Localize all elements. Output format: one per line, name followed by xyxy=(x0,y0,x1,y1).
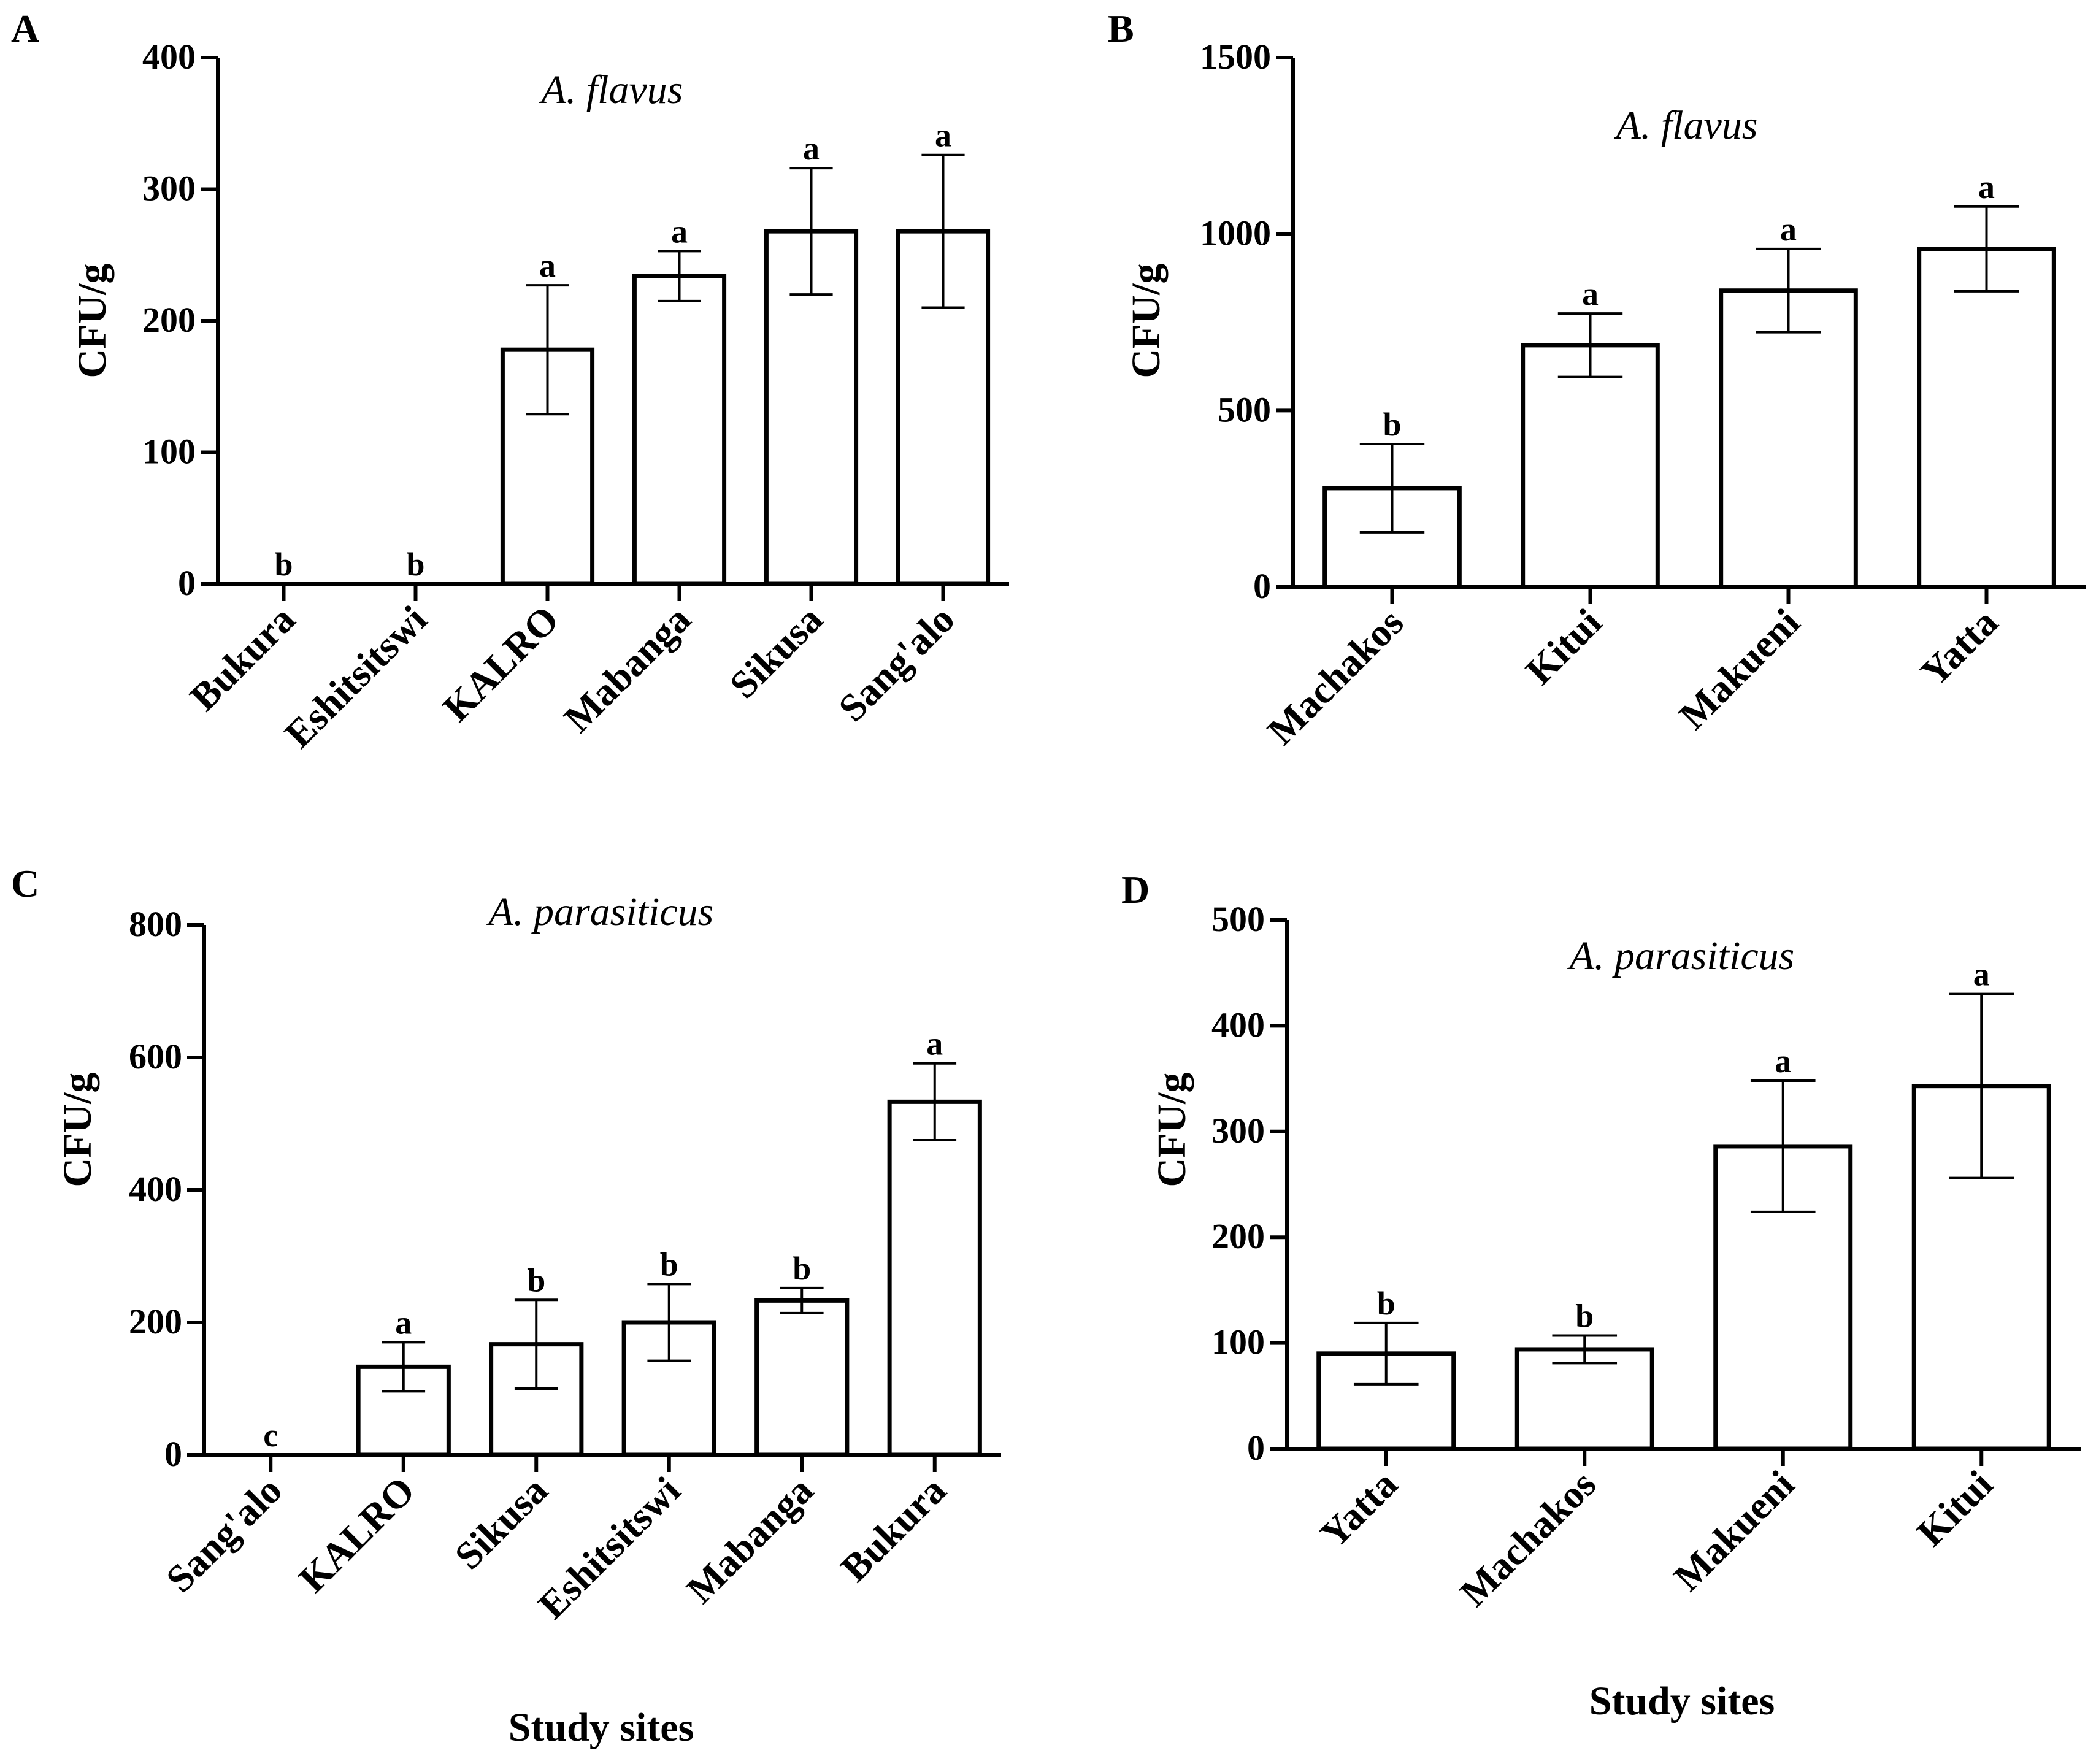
significance-label: a xyxy=(1973,956,1990,993)
significance-label: a xyxy=(1978,169,1995,205)
significance-label: a xyxy=(539,247,556,284)
y-tick-label: 100 xyxy=(1211,1322,1265,1362)
y-axis-label: CFU/g xyxy=(1124,264,1169,378)
category-label: Mabanga xyxy=(678,1468,821,1612)
significance-label: a xyxy=(1582,275,1599,312)
category-label: Sikusa xyxy=(721,597,831,707)
y-tick-label: 400 xyxy=(129,1169,182,1209)
category-label: Machakos xyxy=(1259,600,1412,753)
significance-label: a xyxy=(926,1026,943,1062)
significance-label: a xyxy=(671,213,688,250)
panel-letter: B xyxy=(1108,7,1134,50)
significance-label: b xyxy=(660,1246,678,1283)
panel-letter: D xyxy=(1121,868,1150,911)
significance-label: b xyxy=(406,546,424,583)
significance-label: a xyxy=(1775,1043,1791,1079)
panel-letter: A xyxy=(11,7,39,50)
category-label: Sang'alo xyxy=(158,1468,290,1601)
y-tick-label: 0 xyxy=(178,563,196,603)
y-tick-label: 300 xyxy=(142,169,196,209)
category-label: Makueni xyxy=(1665,1462,1803,1600)
chart-title: A. parasiticus xyxy=(1567,934,1795,978)
y-tick-label: 1500 xyxy=(1200,37,1271,77)
y-tick-label: 600 xyxy=(129,1037,182,1076)
significance-label: b xyxy=(527,1262,545,1298)
x-axis-title: Study sites xyxy=(509,1705,694,1750)
bar xyxy=(1514,1347,1654,1451)
bar xyxy=(1719,288,1858,589)
y-axis-label: CFU/g xyxy=(70,264,115,378)
y-tick-label: 0 xyxy=(1247,1428,1265,1468)
panel-c: C A. parasiticus CFU/g Study sites 0 200 400 60… xyxy=(11,862,1001,1750)
category-label: Sikusa xyxy=(447,1468,556,1578)
category-label: Bukura xyxy=(182,597,304,719)
chart-title: A. flavus xyxy=(1614,103,1758,148)
y-tick-label: 200 xyxy=(1211,1216,1265,1256)
significance-label: b xyxy=(1377,1285,1395,1322)
y-tick-label: 500 xyxy=(1218,389,1271,429)
bar xyxy=(632,274,727,586)
y-tick-label: 0 xyxy=(1253,566,1271,606)
x-axis-title: Study sites xyxy=(1589,1679,1775,1724)
category-label: KALRO xyxy=(290,1468,423,1601)
category-label: Mabanga xyxy=(556,597,699,741)
category-label: Bukura xyxy=(832,1468,954,1590)
y-tick-label: 800 xyxy=(129,904,182,944)
category-label: Sang'alo xyxy=(830,597,962,730)
y-tick-label: 500 xyxy=(1211,899,1265,939)
y-tick-label: 400 xyxy=(142,37,196,77)
chart-title: A. flavus xyxy=(539,67,683,112)
category-label: Kitui xyxy=(1518,600,1610,693)
y-tick-label: 100 xyxy=(142,432,196,472)
y-axis-label: CFU/g xyxy=(55,1073,100,1187)
y-tick-label: 300 xyxy=(1211,1111,1265,1151)
bar xyxy=(1917,247,2056,589)
bar xyxy=(754,1298,850,1457)
significance-label: b xyxy=(1383,406,1401,443)
category-label: Yatta xyxy=(1311,1462,1405,1556)
y-tick-label: 200 xyxy=(129,1302,182,1341)
category-label: KALRO xyxy=(434,597,567,730)
y-tick-label: 0 xyxy=(164,1434,182,1474)
bar xyxy=(1521,343,1660,589)
significance-label: b xyxy=(793,1250,811,1287)
significance-label: b xyxy=(274,546,293,583)
bar xyxy=(887,1099,982,1457)
significance-label: b xyxy=(1575,1298,1594,1335)
significance-label: a xyxy=(935,117,951,154)
significance-label: a xyxy=(395,1304,412,1341)
panel-d: D A. parasiticus CFU/g Study sites 0 100 200 30… xyxy=(1121,868,2081,1724)
category-label: Eshitsitswi xyxy=(276,597,435,756)
y-axis-label: CFU/g xyxy=(1150,1073,1194,1187)
significance-label: c xyxy=(263,1417,278,1454)
panel-letter: C xyxy=(11,862,39,905)
chart-title: A. parasiticus xyxy=(486,889,714,934)
y-tick-label: 200 xyxy=(142,300,196,340)
category-label: Machakos xyxy=(1451,1462,1604,1615)
y-tick-label: 1000 xyxy=(1200,213,1271,253)
category-label: Kitui xyxy=(1908,1462,2001,1555)
y-tick-label: 400 xyxy=(1211,1005,1265,1045)
significance-label: a xyxy=(803,130,820,167)
panel-a: A A. flavus CFU/g 0 100 200 300 400 b Bukura b Eshi… xyxy=(11,7,1009,756)
category-label: Eshitsitswi xyxy=(530,1468,689,1627)
category-label: Yatta xyxy=(1912,600,2006,694)
panel-b: B A. flavus CFU/g 0 500 1000 1500 b Machakos a Kit… xyxy=(1108,7,2086,753)
significance-label: a xyxy=(1780,211,1797,248)
category-label: Makueni xyxy=(1671,600,1808,738)
bar xyxy=(896,229,991,586)
